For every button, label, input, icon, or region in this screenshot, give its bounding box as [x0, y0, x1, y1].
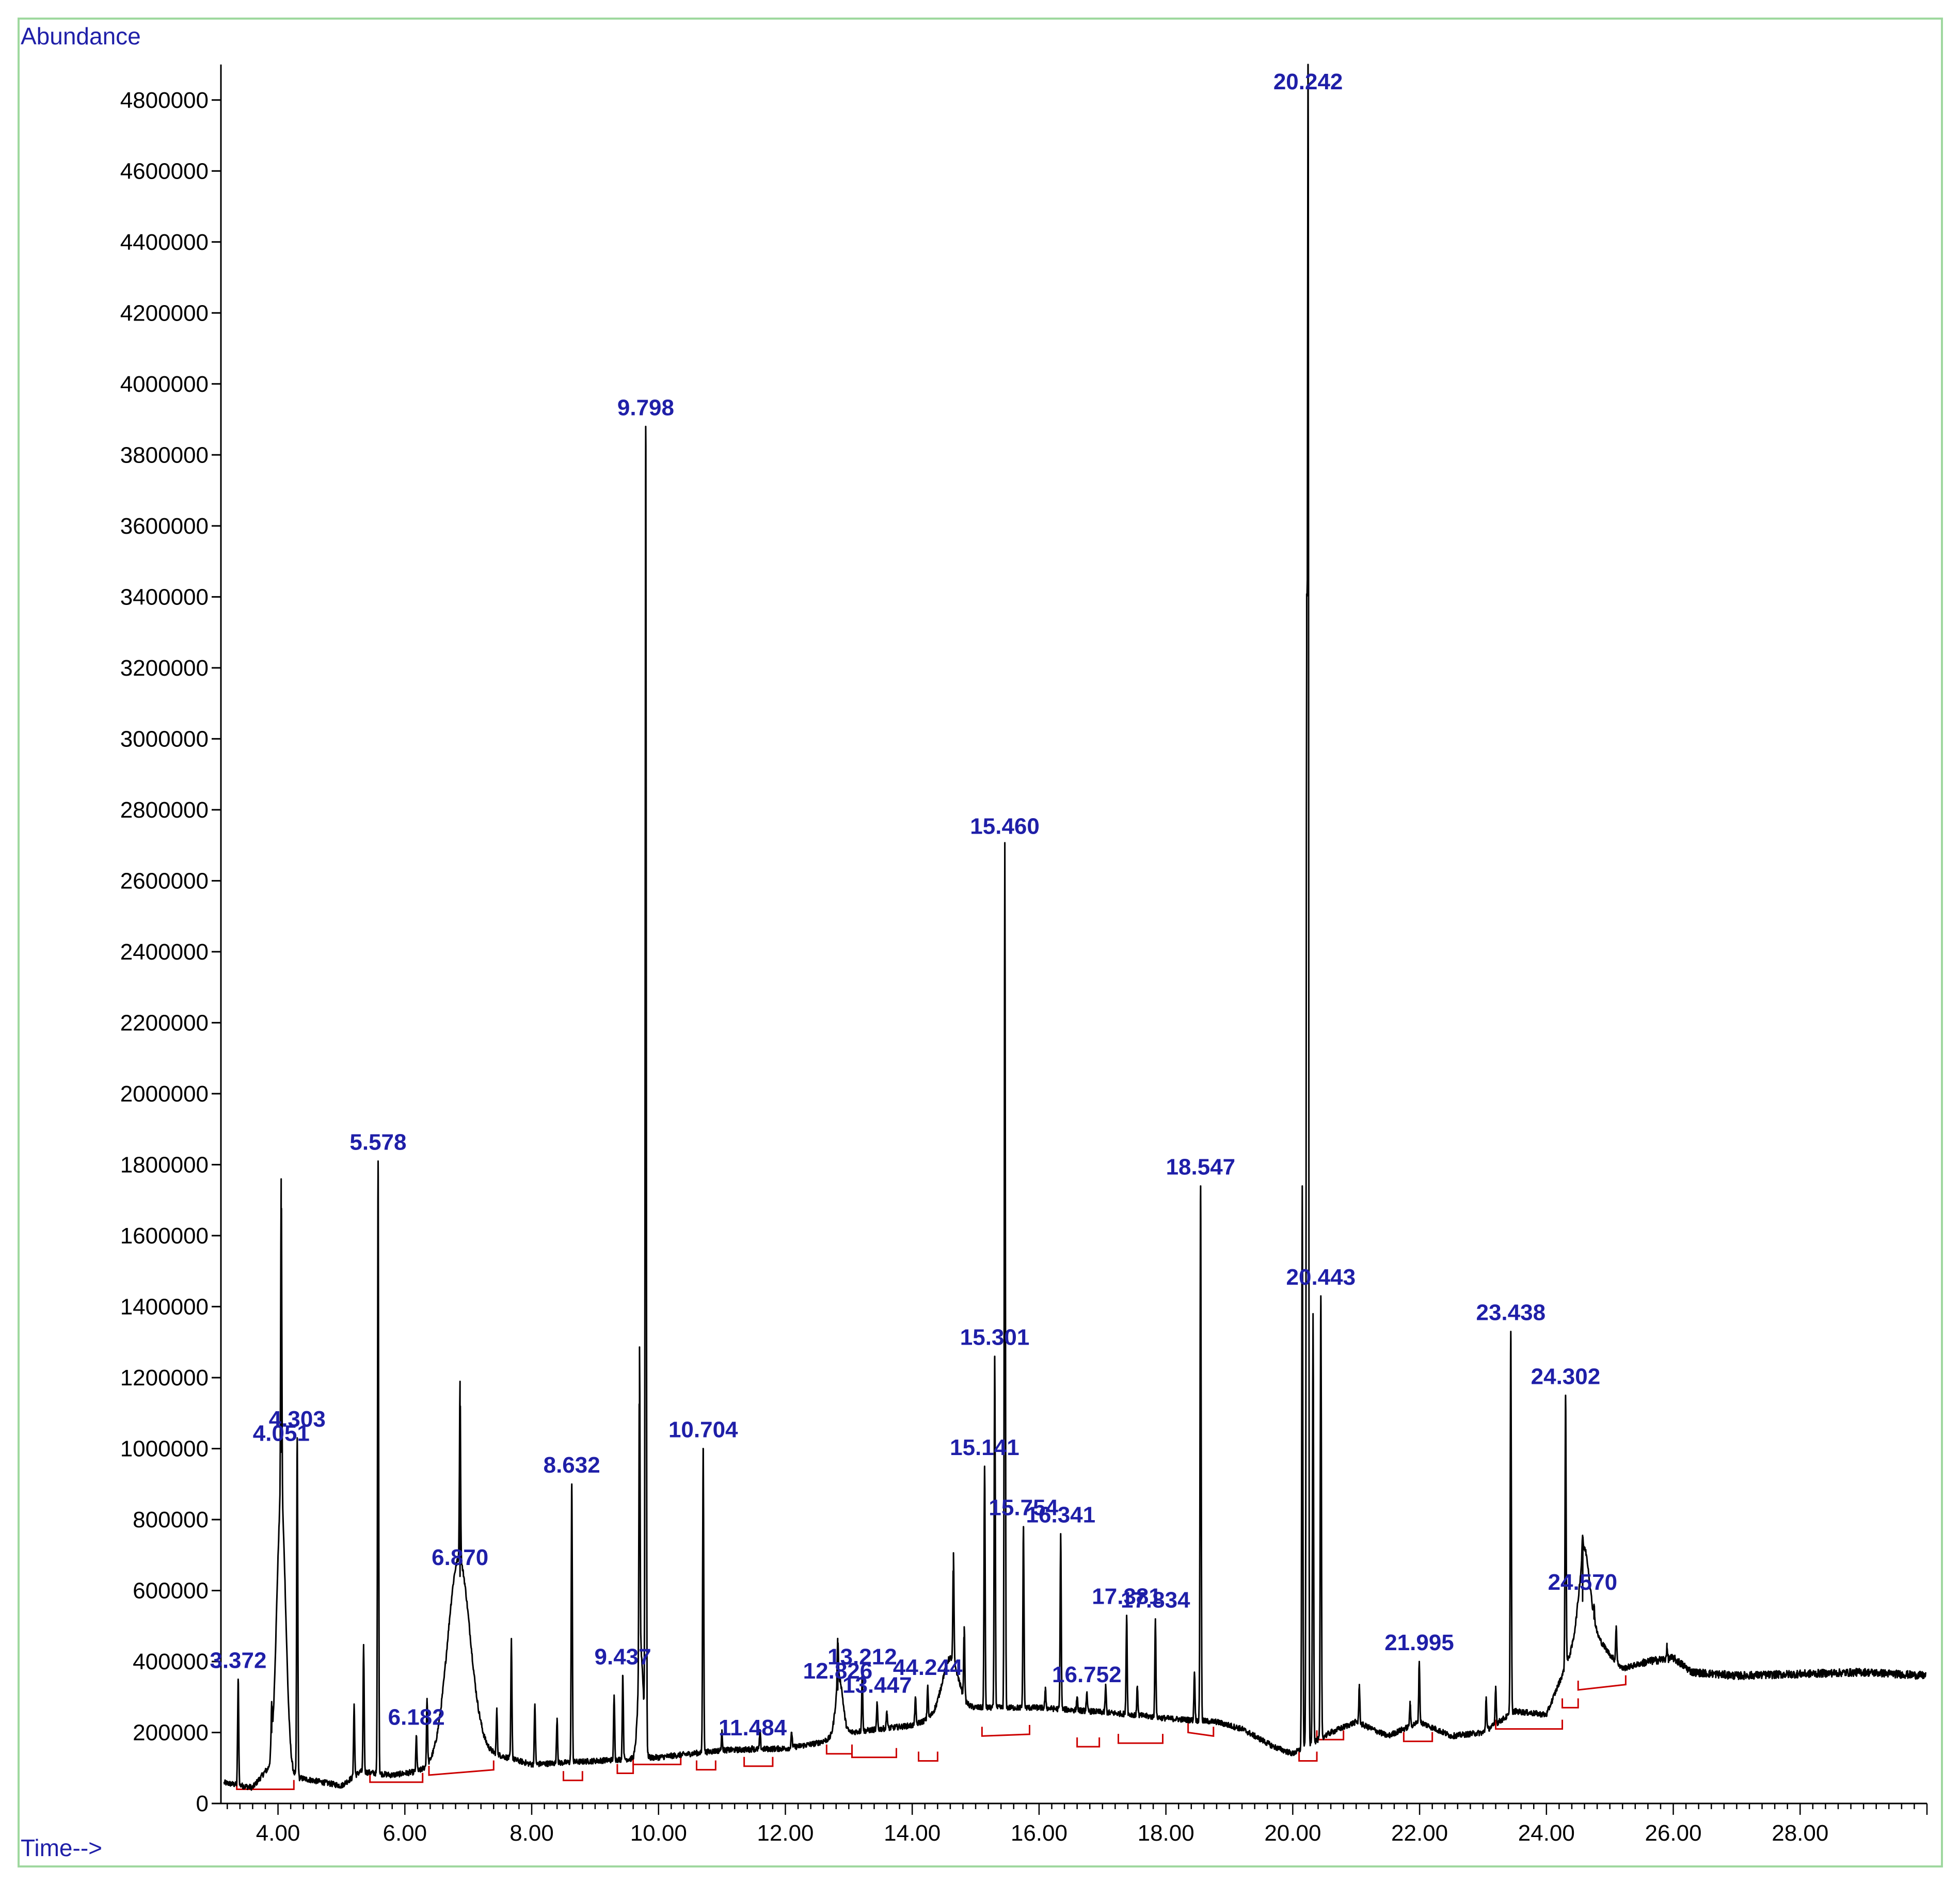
x-tick-label: 20.00	[1264, 1821, 1321, 1846]
baseline-segment	[851, 1748, 897, 1759]
x-tick-label: 12.00	[757, 1821, 814, 1846]
baseline-segment	[428, 1760, 495, 1776]
x-tick-label: 16.00	[1011, 1821, 1067, 1846]
peak-label: 15.301	[960, 1325, 1030, 1350]
peak-label: 16.752	[1052, 1662, 1122, 1687]
x-tick-label: 22.00	[1391, 1821, 1448, 1846]
baseline-segment	[616, 1764, 634, 1775]
x-tick-label: 10.00	[630, 1821, 687, 1846]
peak-label: 9.798	[617, 395, 674, 420]
baseline-segment	[1298, 1751, 1318, 1762]
y-tick-label: 2200000	[120, 1010, 209, 1035]
baseline-segment	[981, 1725, 1030, 1737]
y-tick-label: 4000000	[120, 372, 209, 397]
peak-label: 21.995	[1384, 1630, 1454, 1655]
peak-label: 8.632	[544, 1452, 600, 1478]
y-tick-label: 3200000	[120, 656, 209, 681]
y-tick-label: 2800000	[120, 797, 209, 823]
peak-label: 15.141	[950, 1435, 1019, 1460]
peak-label: 3.372	[210, 1648, 266, 1673]
baseline-segment	[1316, 1730, 1345, 1741]
x-tick-label: 14.00	[884, 1821, 941, 1846]
baseline-segment	[562, 1771, 583, 1781]
peak-label: 17.381	[1092, 1584, 1161, 1609]
y-tick-label: 0	[196, 1791, 209, 1816]
x-tick-label: 24.00	[1518, 1821, 1575, 1846]
baseline-segment	[1118, 1734, 1164, 1744]
y-tick-label: 4600000	[120, 158, 209, 184]
baseline-segment	[1076, 1737, 1101, 1748]
baseline-segment	[1403, 1732, 1433, 1743]
y-axis-label: Abundance	[21, 23, 141, 50]
peak-label: 15.754	[989, 1495, 1058, 1521]
x-tick-label: 18.00	[1138, 1821, 1194, 1846]
x-tick-label: 6.00	[383, 1821, 427, 1846]
baseline-segment	[695, 1760, 716, 1771]
baseline-segment	[1561, 1698, 1579, 1709]
y-tick-label: 4400000	[120, 230, 209, 255]
peak-label: 17.834	[1121, 1587, 1190, 1612]
baseline-segment	[917, 1751, 938, 1762]
peak-label: 10.704	[668, 1417, 738, 1442]
baseline-segment	[632, 1755, 682, 1765]
y-tick-label: 800000	[133, 1507, 209, 1532]
y-tick-label: 3000000	[120, 726, 209, 752]
peak-label: 6.182	[388, 1704, 445, 1730]
peak-label: 5.578	[349, 1130, 406, 1155]
peak-label: 12.826	[803, 1658, 873, 1684]
baseline-segment	[1187, 1723, 1215, 1737]
peak-label: 18.547	[1166, 1155, 1236, 1180]
baseline-segment	[1577, 1675, 1627, 1691]
y-tick-label: 200000	[133, 1720, 209, 1745]
peak-label: 13.447	[842, 1672, 912, 1698]
peak-label: 20.443	[1286, 1265, 1356, 1290]
integration-baselines	[236, 1675, 1627, 1790]
x-tick-label: 26.00	[1645, 1821, 1701, 1846]
peak-label: 6.870	[432, 1545, 488, 1570]
peak-label: 16.341	[1026, 1502, 1096, 1527]
y-tick-label: 400000	[133, 1649, 209, 1674]
x-axis-label: Time-->	[21, 1834, 102, 1861]
x-tick-label: 8.00	[509, 1821, 554, 1846]
peak-label: 9.437	[595, 1644, 651, 1669]
peak-label: 20.242	[1273, 69, 1343, 94]
y-tick-label: 1400000	[120, 1294, 209, 1319]
baseline-segment	[369, 1773, 424, 1783]
y-tick-label: 1200000	[120, 1365, 209, 1391]
x-tick-label: 28.00	[1772, 1821, 1828, 1846]
y-tick-label: 4800000	[120, 88, 209, 113]
peak-label: 11.484	[719, 1715, 787, 1741]
y-tick-label: 3400000	[120, 584, 209, 610]
y-tick-label: 1800000	[120, 1152, 209, 1177]
chart-frame	[18, 18, 1943, 1867]
peak-label: 24.302	[1531, 1364, 1601, 1389]
x-axis: 4.00 6.00 8.00 10.00 12.00 14.00 16.00 18.00 20.…	[221, 1802, 1928, 1846]
y-tick-label: 4200000	[120, 300, 209, 326]
peak-label: 4.051	[253, 1420, 310, 1446]
y-tick-label: 1000000	[120, 1436, 209, 1461]
baseline-segment	[1495, 1719, 1564, 1730]
y-tick-label: 2000000	[120, 1081, 209, 1107]
peak-label: 4.303	[269, 1407, 326, 1432]
chromatogram-trace	[223, 63, 1926, 1791]
peak-label: 15.460	[970, 814, 1040, 839]
baseline-segment	[825, 1744, 853, 1755]
y-tick-label: 2600000	[120, 868, 209, 893]
y-tick-label: 600000	[133, 1578, 209, 1603]
y-tick-label: 1600000	[120, 1223, 209, 1249]
baseline-segment	[743, 1757, 774, 1767]
peak-label: 44.244	[893, 1655, 963, 1680]
y-tick-label: 3600000	[120, 514, 209, 539]
x-tick-label: 4.00	[256, 1821, 300, 1846]
peak-label: 24.570	[1548, 1570, 1618, 1595]
y-axis: 0 200000 400000 600000 800000 1000000 1200000 1…	[120, 65, 222, 1816]
peak-label: 23.438	[1476, 1300, 1545, 1326]
peak-label: 13.212	[827, 1644, 897, 1669]
y-tick-label: 2400000	[120, 939, 209, 965]
y-tick-label: 3800000	[120, 442, 209, 468]
